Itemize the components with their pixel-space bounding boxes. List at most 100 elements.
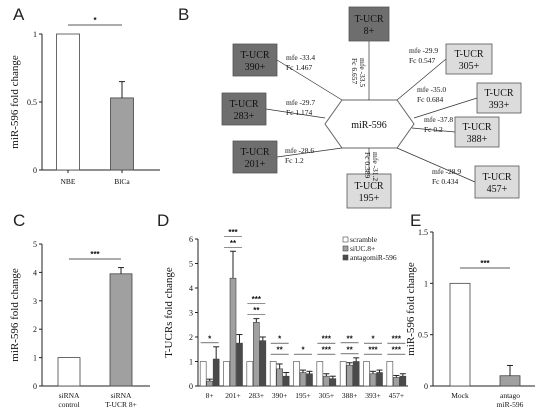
node-305plus-edge bbox=[396, 58, 447, 101]
node-390plus-edge bbox=[276, 59, 343, 101]
c-category-label: siRNA bbox=[59, 391, 80, 400]
chart-a: 0 0.5 1 miR-596 fold change NBE BlCa * bbox=[9, 16, 160, 186]
e-category-label: miR-596 bbox=[497, 400, 524, 409]
node-393plus-number: 393+ bbox=[489, 100, 510, 111]
d-sig-stars-upper: *** bbox=[228, 228, 238, 237]
d-bar-201plus-s2 bbox=[236, 342, 243, 387]
d-bar-305plus-s1 bbox=[323, 375, 330, 387]
e-bar-1 bbox=[499, 375, 521, 387]
d-ytick-label: 2 bbox=[189, 333, 193, 342]
d-sig-stars-upper: ** bbox=[347, 334, 354, 343]
a-sig-stars: * bbox=[93, 16, 97, 25]
d-legend-swatch-2 bbox=[342, 254, 349, 261]
d-sig-stars-lower: *** bbox=[322, 346, 332, 355]
node-283plus-edge bbox=[265, 108, 326, 119]
node-305plus-number: 305+ bbox=[459, 61, 480, 72]
d-sig-stars-lower: *** bbox=[392, 346, 402, 355]
a-ytick-label: 0.5 bbox=[27, 98, 37, 107]
node-390plus-box bbox=[232, 43, 278, 77]
d-category-label: 283+ bbox=[249, 391, 264, 400]
d-bar-393plus-s1 bbox=[369, 373, 377, 387]
d-category-label: 201+ bbox=[225, 391, 240, 400]
d-legend-label-2: antagomiR-596 bbox=[350, 253, 397, 262]
e-sig-stars: *** bbox=[480, 259, 490, 268]
d-bar-8plus-s2 bbox=[212, 358, 220, 387]
node-393plus-box bbox=[476, 82, 522, 114]
node-305plus-title: T-UCR bbox=[454, 49, 483, 60]
d-bar-201plus-s0 bbox=[223, 361, 230, 387]
d-ytick-label: 3 bbox=[189, 309, 193, 318]
d-bar-457plus-s1 bbox=[393, 377, 400, 387]
node-393plus-edge bbox=[413, 97, 478, 119]
d-bar-283plus-s0 bbox=[246, 361, 254, 387]
c-ytick-label: 4 bbox=[33, 268, 37, 277]
node-393plus-title: T-UCR bbox=[484, 88, 513, 99]
d-bar-388plus-s1 bbox=[346, 364, 353, 387]
d-ytick-label: 0 bbox=[189, 382, 193, 391]
panel-letter-d: D bbox=[157, 211, 169, 230]
node-305plus-mfe: mfe -29.9 bbox=[409, 46, 438, 55]
node-457plus-fc: Fc 0.434 bbox=[432, 177, 459, 186]
d-bar-390plus-s2 bbox=[282, 375, 290, 387]
node-390plus-mfe: mfe -33.4 bbox=[286, 53, 315, 62]
d-bar-8plus-s0 bbox=[199, 361, 207, 387]
d-sig-stars-upper: * bbox=[278, 335, 282, 344]
node-457plus-title: T-UCR bbox=[482, 172, 511, 183]
d-bar-390plus-s1 bbox=[276, 368, 283, 387]
node-195plus-title: T-UCR bbox=[354, 181, 383, 192]
d-category-label: 393+ bbox=[365, 391, 380, 400]
node-390plus-fc: Fc 1.467 bbox=[286, 63, 313, 72]
c-ytick-label: 2 bbox=[33, 325, 37, 334]
d-bar-283plus-s2 bbox=[259, 340, 267, 387]
e-ylabel: miR-596 fold change bbox=[405, 262, 417, 356]
d-sig-stars-lower: ** bbox=[347, 345, 354, 354]
node-8plus-fc: Fc 6.657 bbox=[350, 58, 359, 85]
chart-e: 0 0.5 1 1.5 miR-596 fold change Mock antagomiR… bbox=[405, 228, 535, 409]
d-sig-stars-upper: *** bbox=[322, 335, 332, 344]
d-bar-305plus-s2 bbox=[329, 378, 337, 387]
node-195plus-number: 195+ bbox=[359, 193, 380, 204]
e-bar-0 bbox=[449, 282, 471, 387]
node-388plus-fc: Fc 0.2 bbox=[424, 125, 443, 134]
d-sig-stars-upper: *** bbox=[392, 335, 402, 344]
d-category-label: 457+ bbox=[389, 391, 404, 400]
node-195plus-box bbox=[346, 173, 392, 209]
d-sig-stars-upper: *** bbox=[252, 295, 262, 304]
d-category-label: 195+ bbox=[295, 391, 310, 400]
node-8plus-box bbox=[348, 6, 390, 42]
d-sig-stars-lower: ** bbox=[230, 239, 237, 248]
d-bar-201plus-s1 bbox=[229, 277, 237, 387]
a-ytick-label: 0 bbox=[33, 166, 37, 175]
d-legend-label-1: siUC.8+ bbox=[350, 244, 375, 253]
bar-nbe bbox=[56, 33, 80, 171]
e-ytick-label: 0.5 bbox=[418, 331, 428, 340]
d-bar-283plus-s1 bbox=[253, 321, 260, 387]
d-sig-stars-lower: * bbox=[301, 346, 305, 355]
node-195plus-fc: Fc 0.389 bbox=[363, 152, 372, 179]
node-390plus-number: 390+ bbox=[245, 62, 266, 73]
d-bar-393plus-s2 bbox=[376, 372, 383, 387]
node-201plus-edge bbox=[276, 147, 343, 158]
a-category-label: NBE bbox=[61, 177, 76, 186]
c-ytick-label: 1 bbox=[33, 354, 37, 363]
d-legend-label-0: scramble bbox=[350, 235, 378, 244]
node-283plus-title: T-UCR bbox=[229, 99, 258, 110]
d-bar-195plus-s1 bbox=[299, 372, 307, 387]
panel-letter-b: B bbox=[178, 5, 189, 24]
node-305plus-box bbox=[445, 43, 493, 75]
bar-blca bbox=[110, 97, 134, 171]
d-ytick-label: 5 bbox=[189, 260, 193, 269]
d-bar-388plus-s2 bbox=[352, 361, 360, 387]
node-201plus-box bbox=[232, 140, 278, 174]
node-388plus-number: 388+ bbox=[467, 134, 488, 145]
node-201plus-mfe: mfe -28.6 bbox=[285, 146, 314, 155]
c-ytick-label: 3 bbox=[33, 297, 37, 306]
c-category-label: siRNA bbox=[111, 391, 132, 400]
d-category-label: 388+ bbox=[342, 391, 357, 400]
node-195plus-mfe: mfe -31.2 bbox=[371, 152, 380, 181]
c-category-label: T-UCR 8+ bbox=[105, 400, 137, 409]
node-8plus-title: T-UCR bbox=[354, 14, 383, 25]
d-ytick-label: 6 bbox=[189, 235, 193, 244]
c-ytick-label: 5 bbox=[33, 240, 37, 249]
